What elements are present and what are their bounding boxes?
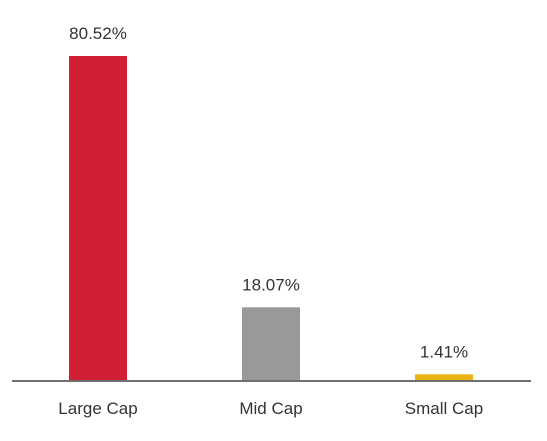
- category-label-large-cap: Large Cap: [58, 399, 137, 418]
- labels-layer: 80.52% Large Cap 18.07% Mid Cap 1.41% Small C…: [58, 24, 483, 418]
- value-label-large-cap: 80.52%: [69, 24, 127, 43]
- bars-layer: [69, 56, 473, 380]
- category-label-mid-cap: Mid Cap: [239, 399, 302, 418]
- bar-mid-cap: [242, 307, 300, 380]
- value-label-small-cap: 1.41%: [420, 342, 468, 361]
- value-label-mid-cap: 18.07%: [242, 275, 300, 294]
- category-label-small-cap: Small Cap: [405, 399, 483, 418]
- bar-large-cap: [69, 56, 127, 380]
- bar-small-cap: [415, 374, 473, 380]
